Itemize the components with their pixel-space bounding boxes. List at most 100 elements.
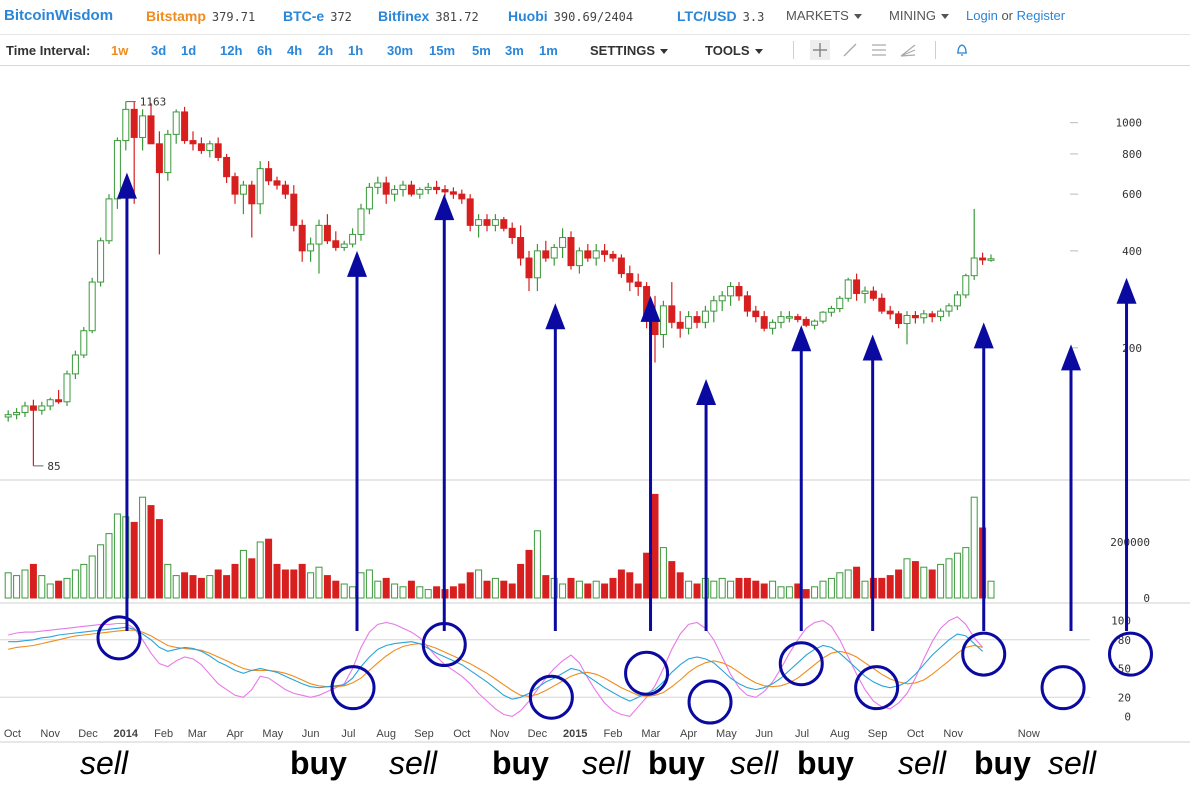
candle-body xyxy=(718,295,726,302)
tools-menu[interactable]: TOOLS xyxy=(705,43,763,58)
volume-bar xyxy=(155,519,163,599)
x-tick-label: Feb xyxy=(604,728,623,740)
candle-body xyxy=(819,311,827,322)
interval-1h[interactable]: 1h xyxy=(348,43,364,58)
interval-2h[interactable]: 2h xyxy=(318,43,334,58)
volume-bar xyxy=(475,569,483,599)
volume-bar xyxy=(63,577,71,599)
price-tick-label: 1000 xyxy=(1116,117,1143,130)
volume-bar xyxy=(449,586,457,599)
brand-logo[interactable]: BitcoinWisdom xyxy=(4,7,114,24)
volume-bar xyxy=(290,569,298,599)
candle-body xyxy=(315,224,323,245)
fan-icon[interactable] xyxy=(898,40,918,60)
volume-bar xyxy=(340,583,348,599)
exchange-bitfinex[interactable]: Bitfinex 381.72 xyxy=(378,8,479,24)
candle-body xyxy=(676,321,684,329)
mining-menu[interactable]: MINING xyxy=(889,8,949,23)
candle-body xyxy=(55,399,63,403)
candle-body xyxy=(836,297,844,309)
interval-12h[interactable]: 12h xyxy=(220,43,243,58)
volume-bar xyxy=(458,583,466,599)
exchange-btce[interactable]: BTC-e 372 xyxy=(283,8,352,24)
candle-body xyxy=(466,198,474,226)
volume-bar xyxy=(920,566,928,599)
volume-bar xyxy=(836,572,844,599)
interval-6h[interactable]: 6h xyxy=(257,43,273,58)
volume-bar xyxy=(382,577,390,599)
volume-bar xyxy=(987,580,995,599)
exchange-huobi[interactable]: Huobi 390.69/2404 xyxy=(508,8,633,24)
candle-body xyxy=(239,184,247,195)
candle-body xyxy=(248,184,256,205)
exchange-ltcusd[interactable]: LTC/USD 3.3 xyxy=(677,8,764,24)
candle-body xyxy=(811,320,819,326)
volume-bar xyxy=(349,586,357,599)
volume-bar xyxy=(197,577,205,599)
settings-label: SETTINGS xyxy=(590,43,656,58)
volume-bar xyxy=(206,575,214,599)
exchange-bitstamp[interactable]: Bitstamp 379.71 xyxy=(146,8,255,24)
interval-30m[interactable]: 30m xyxy=(387,43,414,58)
candle-body xyxy=(559,237,567,248)
volume-bar xyxy=(88,555,96,599)
sell-caption: sell xyxy=(898,745,947,781)
interval-15m[interactable]: 15m xyxy=(429,43,456,58)
volume-bar xyxy=(886,575,894,599)
volume-bar xyxy=(172,575,180,599)
x-tick-label: Nov xyxy=(943,728,963,740)
candle-body xyxy=(928,313,936,318)
candle-body xyxy=(853,279,861,294)
volume-bar xyxy=(752,580,760,599)
candle-body xyxy=(550,246,558,259)
candle-body xyxy=(139,115,147,138)
volume-bar xyxy=(861,580,869,599)
buy-caption: buy xyxy=(648,745,705,781)
volume-bar xyxy=(374,580,382,599)
volume-bar xyxy=(777,586,785,599)
x-tick-label: Dec xyxy=(528,728,548,740)
markets-menu[interactable]: MARKETS xyxy=(786,8,862,23)
volume-bar xyxy=(189,575,197,599)
volume-bar xyxy=(164,563,172,599)
candle-body xyxy=(970,257,978,277)
volume-bar xyxy=(651,493,659,599)
volume-bar xyxy=(265,538,273,599)
interval-4h[interactable]: 4h xyxy=(287,43,303,58)
crosshair-icon[interactable] xyxy=(810,40,830,60)
interval-3d[interactable]: 3d xyxy=(151,43,167,58)
volume-bar xyxy=(71,569,79,599)
candle-body xyxy=(886,310,894,315)
horizontal-lines-icon[interactable] xyxy=(869,40,889,60)
volume-bar xyxy=(693,583,701,599)
volume-bar xyxy=(533,530,541,599)
sell-caption: sell xyxy=(80,745,129,781)
interval-1d[interactable]: 1d xyxy=(181,43,197,58)
register-link[interactable]: Register xyxy=(1016,8,1066,23)
signal-circle xyxy=(687,679,733,725)
bell-icon[interactable] xyxy=(952,40,972,60)
volume-bar xyxy=(592,580,600,599)
interval-5m[interactable]: 5m xyxy=(472,43,491,58)
sell-caption: sell xyxy=(730,745,779,781)
series-rsi-line xyxy=(8,616,984,718)
x-tick-label: 2015 xyxy=(563,728,587,740)
volume-bar xyxy=(466,572,474,599)
volume-bar xyxy=(508,583,516,599)
volume-bar xyxy=(315,566,323,599)
login-link[interactable]: Login xyxy=(966,8,998,23)
candle-body xyxy=(920,313,928,319)
interval-3m[interactable]: 3m xyxy=(505,43,524,58)
candle-body xyxy=(500,219,508,229)
line-draw-icon[interactable] xyxy=(840,40,860,60)
candle-body xyxy=(281,184,289,195)
interval-1m[interactable]: 1m xyxy=(539,43,558,58)
volume-tick-label: 200000 xyxy=(1110,536,1150,549)
interval-1w[interactable]: 1w xyxy=(111,43,129,58)
candle-body xyxy=(483,219,491,226)
candle-body xyxy=(626,273,634,283)
x-tick-label: Nov xyxy=(40,728,60,740)
settings-menu[interactable]: SETTINGS xyxy=(590,43,669,58)
